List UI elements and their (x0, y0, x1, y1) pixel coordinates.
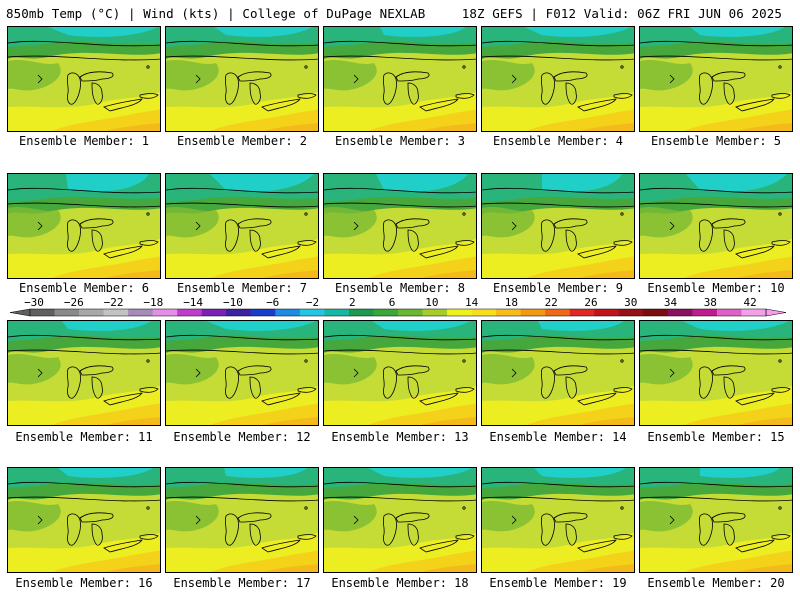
colorbar-swatch (471, 309, 497, 316)
colorbar-swatch (103, 309, 129, 316)
ensemble-member-label: Ensemble Member: 10 (647, 281, 785, 295)
colorbar-tick-label: 18 (505, 296, 518, 309)
ensemble-member-map (639, 26, 793, 132)
colorbar-swatch (348, 309, 374, 316)
colorbar-tick-label: 30 (624, 296, 637, 309)
ensemble-member-label: Ensemble Member: 13 (331, 430, 469, 444)
header-title: 850mb Temp (°C) | Wind (kts) | College o… (6, 6, 426, 21)
ensemble-member-label: Ensemble Member: 17 (173, 576, 311, 590)
ensemble-member-label: Ensemble Member: 5 (650, 134, 782, 148)
colorbar-swatch (741, 309, 767, 316)
ensemble-member-map (481, 173, 635, 279)
colorbar-swatch (152, 309, 178, 316)
colorbar-tick-label: −22 (104, 296, 124, 309)
colorbar-swatch (422, 309, 448, 316)
ensemble-member-map (165, 467, 319, 573)
header-run-info: 18Z GEFS | F012 Valid: 06Z FRI JUN 06 20… (461, 6, 782, 21)
colorbar-tick-label: −10 (223, 296, 243, 309)
ensemble-member-map (323, 467, 477, 573)
colorbar-swatch (716, 309, 742, 316)
ensemble-member-map (165, 173, 319, 279)
ensemble-member-map (323, 320, 477, 426)
colorbar-swatch (545, 309, 571, 316)
colorbar-swatch (692, 309, 718, 316)
colorbar-swatch (324, 309, 350, 316)
ensemble-member-map (639, 467, 793, 573)
colorbar-swatch (447, 309, 472, 316)
ensemble-member-label: Ensemble Member: 11 (15, 430, 153, 444)
ensemble-member-label: Ensemble Member: 2 (176, 134, 308, 148)
ensemble-member-label: Ensemble Member: 12 (173, 430, 311, 444)
colorbar-frame (29, 308, 767, 317)
ensemble-member-label: Ensemble Member: 16 (15, 576, 153, 590)
ensemble-member-map (7, 26, 161, 132)
colorbar: −30 −26 −22 −18 −14 −10 −6 −2 2 6 10 14 18 22 26 30 34 38… (9, 296, 787, 317)
colorbar-swatch (667, 309, 693, 316)
colorbar-swatch (594, 309, 620, 316)
colorbar-tick-label: 38 (704, 296, 717, 309)
colorbar-tick-label: 26 (584, 296, 597, 309)
ensemble-member-label: Ensemble Member: 8 (334, 281, 466, 295)
ensemble-member-map (323, 26, 477, 132)
colorbar-tick-label: −2 (306, 296, 319, 309)
colorbar-swatch (299, 309, 325, 316)
ensemble-member-map (639, 320, 793, 426)
ensemble-member-map (481, 26, 635, 132)
ensemble-member-map (323, 173, 477, 279)
colorbar-swatch (373, 309, 399, 316)
colorbar-swatch (275, 309, 301, 316)
colorbar-swatch (201, 309, 227, 316)
colorbar-swatch (398, 309, 423, 316)
ensemble-member-label: Ensemble Member: 14 (489, 430, 627, 444)
colorbar-tick-label: −6 (266, 296, 279, 309)
colorbar-swatch (643, 309, 669, 316)
colorbar-swatch (250, 309, 276, 316)
ensemble-member-label: Ensemble Member: 3 (334, 134, 466, 148)
ensemble-member-label: Ensemble Member: 20 (647, 576, 785, 590)
ensemble-member-label: Ensemble Member: 9 (492, 281, 624, 295)
colorbar-tick-label: 14 (465, 296, 479, 309)
ensemble-member-label: Ensemble Member: 15 (647, 430, 785, 444)
colorbar-tick-label: −26 (64, 296, 84, 309)
colorbar-tick-label: −14 (183, 296, 203, 309)
colorbar-tick-label: 34 (664, 296, 678, 309)
colorbar-swatch (30, 309, 55, 316)
colorbar-swatch (177, 309, 203, 316)
ensemble-member-map (481, 467, 635, 573)
ensemble-member-map (481, 320, 635, 426)
colorbar-tick-label: 22 (545, 296, 558, 309)
colorbar-swatch (496, 309, 521, 316)
ensemble-member-label: Ensemble Member: 7 (176, 281, 308, 295)
ensemble-member-map (639, 173, 793, 279)
colorbar-tick-label: 6 (389, 296, 396, 309)
colorbar-swatch (520, 309, 546, 316)
colorbar-tick-label: −30 (24, 296, 44, 309)
colorbar-swatch (128, 309, 153, 316)
colorbar-swatch (54, 309, 80, 316)
ensemble-member-map (7, 467, 161, 573)
ensemble-member-label: Ensemble Member: 19 (489, 576, 627, 590)
ensemble-member-label: Ensemble Member: 4 (492, 134, 624, 148)
ensemble-member-label: Ensemble Member: 1 (18, 134, 150, 148)
colorbar-max-arrow (765, 308, 787, 317)
colorbar-tick-label: 42 (743, 296, 756, 309)
colorbar-min-arrow (9, 308, 31, 317)
colorbar-swatch (226, 309, 252, 316)
ensemble-member-map (7, 173, 161, 279)
ensemble-member-label: Ensemble Member: 6 (18, 281, 150, 295)
colorbar-tick-label: 2 (349, 296, 356, 309)
ensemble-member-map (165, 26, 319, 132)
colorbar-tick-label: 10 (425, 296, 438, 309)
ensemble-member-label: Ensemble Member: 18 (331, 576, 469, 590)
ensemble-member-map (165, 320, 319, 426)
colorbar-tick-label: −18 (143, 296, 163, 309)
colorbar-swatch (618, 309, 644, 316)
ensemble-member-map (7, 320, 161, 426)
colorbar-swatch (79, 309, 104, 316)
colorbar-swatch (569, 309, 595, 316)
